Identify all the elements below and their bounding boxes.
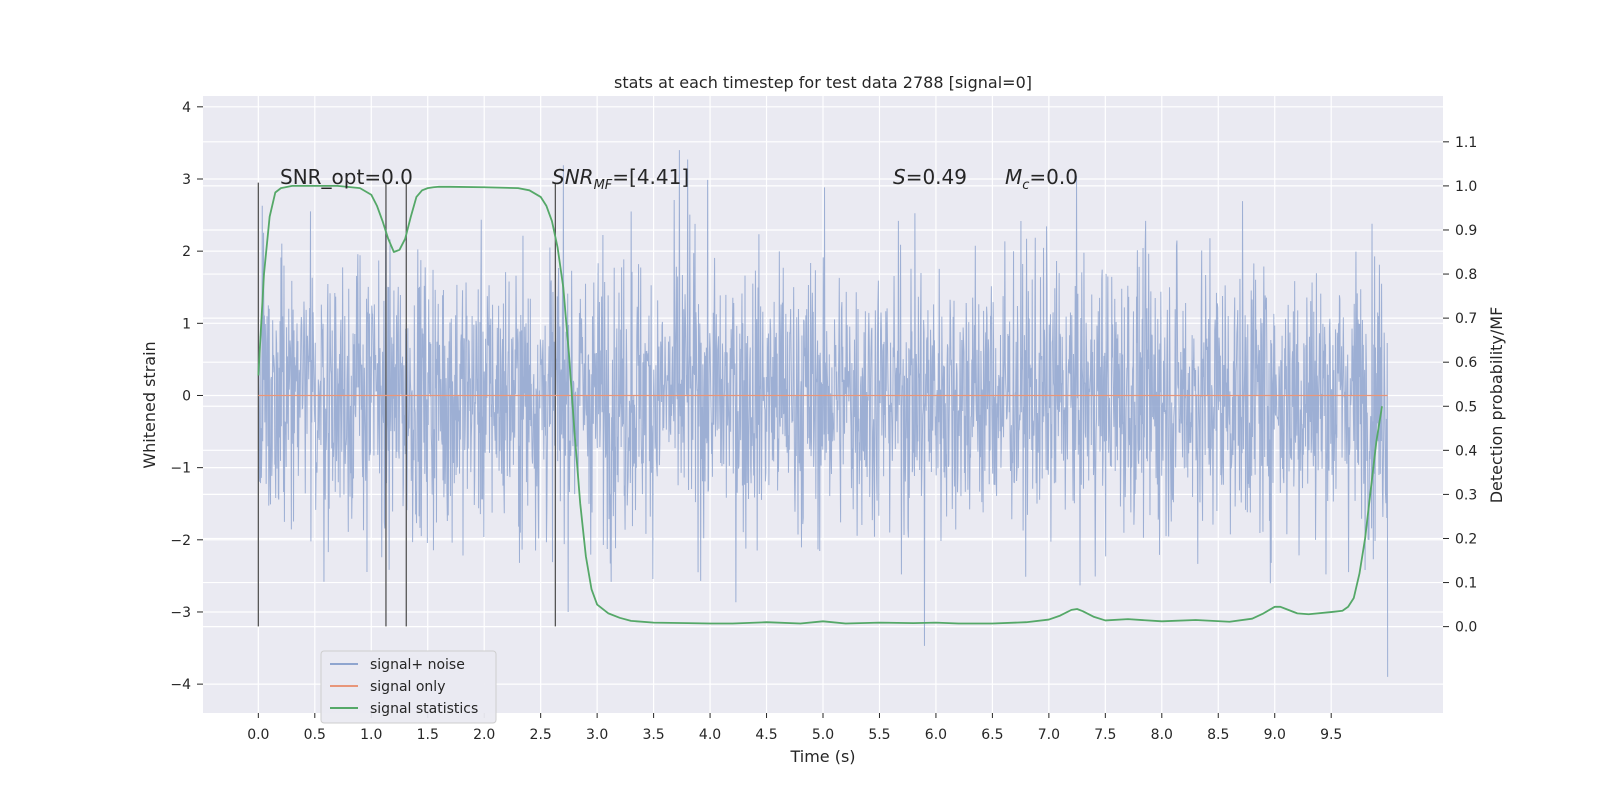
y2-tick-label: 1.1 bbox=[1455, 135, 1477, 151]
x-tick-label: 9.0 bbox=[1264, 727, 1286, 743]
y-tick-label: −3 bbox=[170, 605, 191, 621]
x-tick-label: 4.5 bbox=[755, 727, 777, 743]
annotation-s: S=0.49 bbox=[893, 165, 967, 189]
y-tick-label: −4 bbox=[170, 677, 191, 693]
y-tick-label: −2 bbox=[170, 533, 191, 549]
x-tick-label: 6.5 bbox=[981, 727, 1003, 743]
vertical-markers bbox=[257, 182, 556, 627]
y2-tick-label: 1.0 bbox=[1455, 179, 1477, 195]
y2-tick-label: 0.0 bbox=[1455, 620, 1477, 636]
x-tick-label: 0.0 bbox=[247, 727, 269, 743]
annotation-snr-mf: SNRMF=[4.41] bbox=[552, 165, 689, 193]
y-tick-label: 0 bbox=[182, 388, 191, 404]
x-tick-label: 7.5 bbox=[1094, 727, 1116, 743]
legend-label-signal-statistics: signal statistics bbox=[370, 701, 478, 717]
y2-tick-label: 0.3 bbox=[1455, 487, 1477, 503]
x-tick-label: 3.0 bbox=[586, 727, 608, 743]
y2-tick-label: 0.9 bbox=[1455, 223, 1477, 239]
signal-noise-line bbox=[257, 150, 1389, 677]
signal-statistics-line bbox=[257, 185, 1383, 625]
legend-label-signal-only: signal only bbox=[370, 679, 445, 695]
y-ticks: 4 3 2 1 0 −1 −2 −3 −4 bbox=[170, 100, 203, 693]
x-ticks: 0.0 0.5 1.0 1.5 2.0 2.5 3.0 3.5 4.0 4.5 5.0 5.5 6.0 6… bbox=[247, 713, 1342, 743]
annotation-mc: Mc=0.0 bbox=[1005, 165, 1078, 193]
y-tick-label: 1 bbox=[182, 316, 191, 332]
annotation-s-symbol: S bbox=[893, 165, 906, 189]
x-tick-label: 7.0 bbox=[1038, 727, 1060, 743]
x-axis-label: Time (s) bbox=[789, 747, 855, 766]
y2-tick-label: 0.5 bbox=[1455, 399, 1477, 415]
annotation-snr-mf-subscript: MF bbox=[594, 178, 613, 193]
x-tick-label: 5.0 bbox=[812, 727, 834, 743]
x-tick-label: 6.0 bbox=[925, 727, 947, 743]
y2-tick-label: 0.4 bbox=[1455, 443, 1477, 459]
annotation-snr-mf-value: =[4.41] bbox=[612, 165, 689, 189]
y-tick-label: −1 bbox=[170, 461, 191, 477]
annotation-mc-symbol: M bbox=[1005, 165, 1022, 189]
y2-tick-label: 0.6 bbox=[1455, 355, 1477, 371]
legend: signal+ noise signal only signal statist… bbox=[320, 650, 497, 724]
x-tick-label: 3.5 bbox=[642, 727, 664, 743]
y-tick-label: 4 bbox=[182, 100, 191, 116]
legend-box bbox=[320, 650, 497, 724]
series-signal-noise bbox=[257, 150, 1389, 677]
y2-tick-label: 0.1 bbox=[1455, 576, 1477, 592]
x-tick-label: 1.0 bbox=[360, 727, 382, 743]
x-tick-label: 2.0 bbox=[473, 727, 495, 743]
x-tick-label: 8.0 bbox=[1151, 727, 1173, 743]
chart-title: stats at each timestep for test data 278… bbox=[614, 73, 1032, 92]
x-tick-label: 5.5 bbox=[868, 727, 890, 743]
annotation-mc-subscript: c bbox=[1022, 178, 1029, 193]
legend-label-signal-noise: signal+ noise bbox=[370, 657, 465, 673]
x-tick-label: 1.5 bbox=[417, 727, 439, 743]
annotation-s-value: =0.49 bbox=[906, 165, 967, 189]
y-tick-label: 2 bbox=[182, 244, 191, 260]
x-tick-label: 9.5 bbox=[1320, 727, 1342, 743]
annotation-snr-mf-symbol: SNR bbox=[552, 165, 594, 189]
x-tick-label: 4.0 bbox=[699, 727, 721, 743]
x-tick-label: 2.5 bbox=[530, 727, 552, 743]
y2-axis-label: Detection probability/MF bbox=[1487, 307, 1506, 504]
y2-tick-label: 0.8 bbox=[1455, 267, 1477, 283]
y-tick-label: 3 bbox=[182, 172, 191, 188]
annotation-mc-value: =0.0 bbox=[1029, 165, 1078, 189]
series-signal-statistics bbox=[257, 185, 1383, 625]
y2-ticks: 1.1 1.0 0.9 0.8 0.7 0.6 0.5 0.4 0.3 0.2 0.1 0.0 bbox=[1443, 135, 1477, 636]
annotation-snr-opt: SNR_opt=0.0 bbox=[280, 165, 413, 189]
x-tick-label: 0.5 bbox=[304, 727, 326, 743]
y-axis-label: Whitened strain bbox=[140, 341, 159, 468]
y2-tick-label: 0.2 bbox=[1455, 531, 1477, 547]
x-tick-label: 8.5 bbox=[1207, 727, 1229, 743]
y2-tick-label: 0.7 bbox=[1455, 311, 1477, 327]
